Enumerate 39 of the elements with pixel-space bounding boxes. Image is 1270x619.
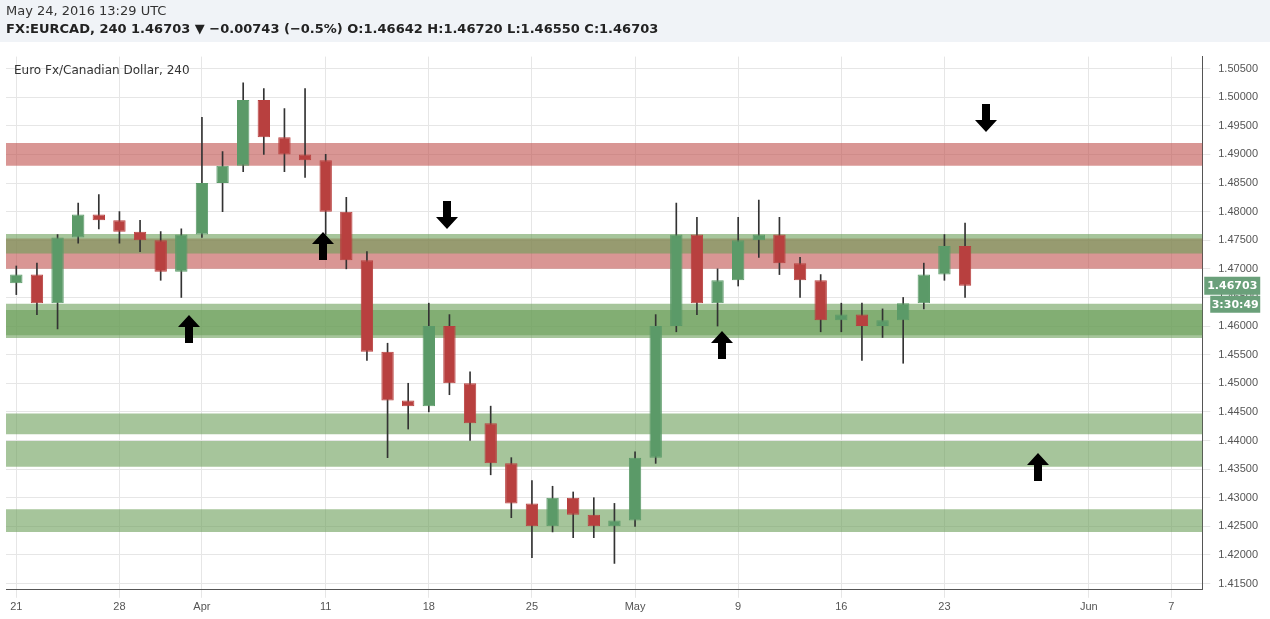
x-tick-label: 21 (10, 600, 23, 613)
y-tick-label: 1.45500 (1218, 347, 1258, 360)
y-tick-label: 1.42000 (1218, 547, 1258, 560)
x-tick-label: 18 (422, 600, 435, 613)
text: 1.46703 (1207, 278, 1258, 292)
candlestick (402, 382, 415, 430)
x-tick-label: 16 (835, 600, 848, 613)
y-tick-label: 1.45000 (1218, 376, 1258, 389)
x-tick-label: 23 (938, 600, 951, 613)
x-tick-label: 25 (525, 600, 539, 613)
x-tick-label: 28 (113, 600, 126, 613)
y-tick-label: 1.50500 (1218, 61, 1258, 74)
y-tick-label: 1.42500 (1218, 519, 1258, 532)
y-tick-label: 1.47000 (1218, 261, 1258, 274)
y-tick-label: 1.43000 (1218, 490, 1258, 503)
x-tick-label: 7 (1168, 600, 1175, 613)
x-tick-label: Apr (193, 600, 211, 613)
y-tick-label: 1.44500 (1218, 404, 1258, 417)
y-tick-label: 1.47500 (1218, 233, 1258, 246)
y-tick-label: 1.46000 (1218, 319, 1258, 332)
text: 3:30:49 (1211, 297, 1259, 311)
y-tick-label: 1.50000 (1218, 90, 1258, 103)
y-tick-label: 1.41500 (1218, 576, 1258, 589)
candlestick (896, 297, 910, 364)
candlestick (855, 302, 869, 361)
text: May 24, 2016 13:29 UTC (6, 3, 167, 18)
candlestick (298, 88, 312, 178)
x-tick-label: Jun (1079, 600, 1098, 613)
y-tick-label: 1.49500 (1218, 118, 1258, 131)
y-tick-label: 1.44000 (1218, 433, 1258, 446)
chart-subtitle: FX:EURCAD, 240 1.46703 ▼ −0.00743 (−0.5%) O:1.46642 H:1.46720 L:1.46550 C:1.46703 (6, 21, 659, 36)
x-tick-label: 11 (319, 600, 332, 613)
y-tick-label: 1.43500 (1218, 462, 1258, 475)
y-tick-label: 1.48000 (1218, 204, 1258, 217)
y-tick-label: 1.49000 (1218, 147, 1258, 160)
text: Euro Fx/Canadian Dollar, 240 (14, 62, 190, 77)
y-tick-label: 1.48500 (1218, 176, 1258, 189)
x-tick-label: May (624, 600, 646, 613)
x-tick-label: 9 (735, 600, 742, 613)
